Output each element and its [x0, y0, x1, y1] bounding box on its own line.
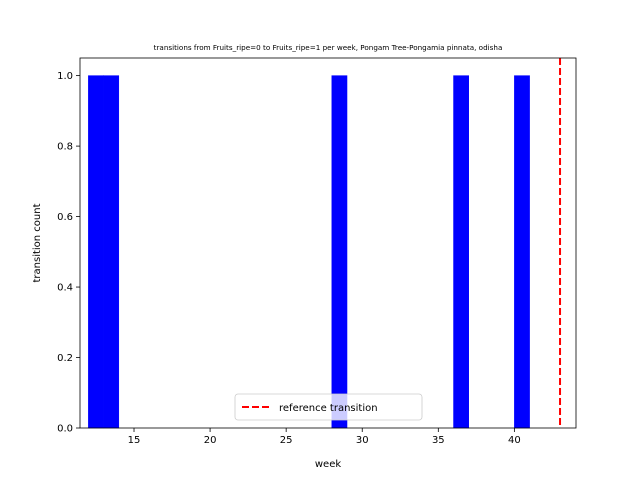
bar-0 [88, 75, 104, 429]
y-tick-label: 0.0 [57, 424, 73, 435]
x-tick-label: 35 [432, 435, 445, 446]
legend-label: reference transition [279, 403, 378, 414]
x-tick-label: 30 [356, 435, 369, 446]
bar-3 [453, 75, 469, 429]
y-axis: 0.0 0.2 0.4 0.6 0.8 1.0 [57, 71, 80, 435]
x-tick-label: 25 [280, 435, 293, 446]
bar-2 [331, 75, 348, 429]
x-axis-label: week [315, 459, 341, 470]
bar-1 [103, 75, 120, 429]
x-tick-label: 20 [204, 435, 217, 446]
y-tick-label: 0.6 [57, 212, 73, 223]
y-tick-label: 0.8 [57, 142, 73, 153]
y-axis-label: transition count [32, 203, 43, 282]
y-tick-label: 1.0 [57, 71, 73, 82]
x-tick-label: 40 [508, 435, 521, 446]
x-tick-label: 15 [128, 435, 141, 446]
y-tick-label: 0.2 [57, 353, 73, 364]
chart-title: transitions from Fruits_ripe=0 to Fruits… [154, 43, 503, 52]
x-axis: 15 20 25 30 35 40 [128, 428, 521, 446]
bars-layer [88, 75, 530, 429]
bar-4 [514, 75, 530, 429]
plot-frame [79, 57, 577, 429]
legend-box [234, 393, 423, 421]
legend: reference transition [234, 393, 423, 421]
y-tick-label: 0.4 [57, 283, 73, 294]
